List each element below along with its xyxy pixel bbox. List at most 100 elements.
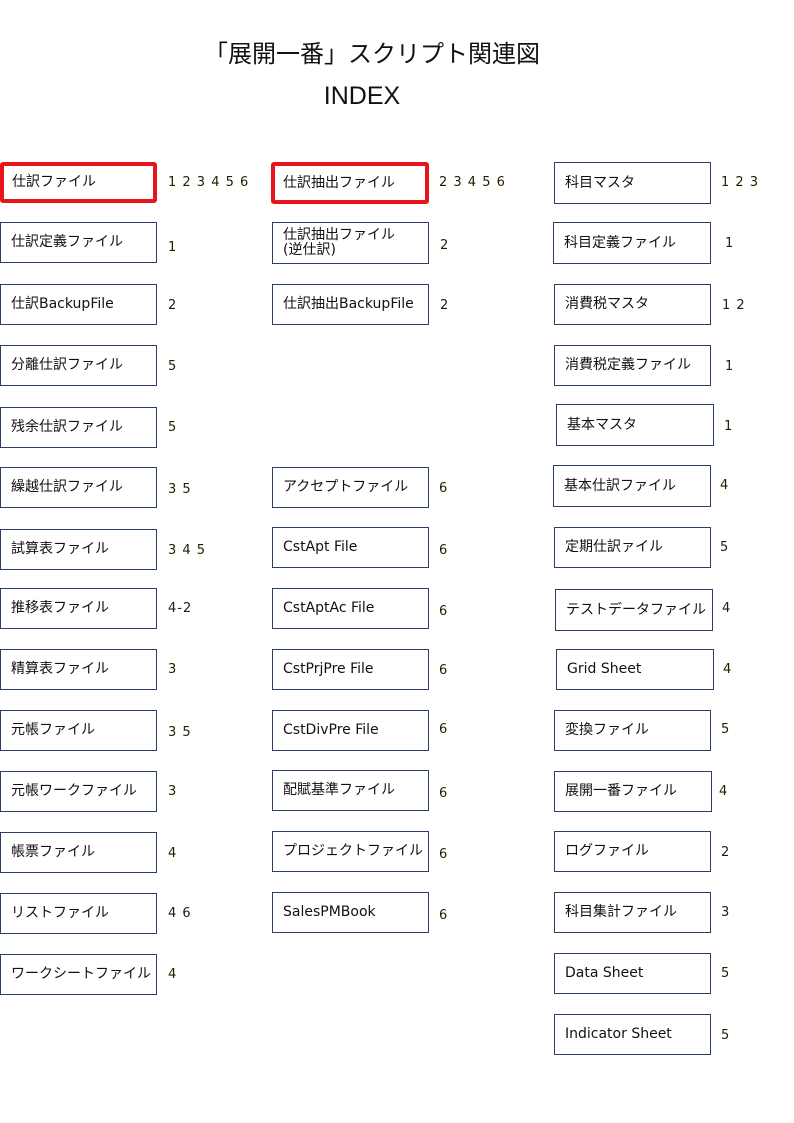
reference-numbers: 6 — [439, 847, 449, 862]
file-box[interactable]: 科目集計ファイル — [554, 892, 711, 933]
file-box[interactable]: 仕訳ファイル — [0, 162, 157, 203]
file-box[interactable]: 元帳ワークファイル — [0, 771, 157, 812]
page-title: 「展開一番」スクリプト関連図 — [204, 40, 540, 68]
reference-numbers: 2 — [440, 238, 450, 253]
file-box-label: CstAptAc File — [283, 600, 375, 617]
reference-numbers: 4 — [719, 784, 729, 799]
file-box[interactable]: 変換ファイル — [554, 710, 711, 751]
page-subtitle: INDEX — [323, 82, 401, 110]
file-box[interactable]: 試算表ファイル — [0, 529, 157, 570]
reference-numbers: 3 4 5 — [168, 543, 207, 558]
file-box[interactable]: アクセプトファイル — [272, 467, 429, 508]
file-box[interactable]: CstApt File — [272, 527, 429, 568]
file-box[interactable]: 精算表ファイル — [0, 649, 157, 690]
file-box[interactable]: 仕訳抽出BackupFile — [272, 284, 429, 325]
file-box[interactable]: Data Sheet — [554, 953, 711, 994]
file-box[interactable]: 推移表ファイル — [0, 588, 157, 629]
reference-numbers: 3 — [168, 784, 178, 799]
file-box-label: 展開一番ファイル — [565, 783, 677, 800]
file-box[interactable]: テストデータファイル — [555, 589, 713, 631]
file-box[interactable]: ワークシートファイル — [0, 954, 157, 995]
reference-numbers: 6 — [439, 481, 449, 496]
reference-numbers: 1 — [168, 240, 178, 255]
file-box[interactable]: 科目定義ファイル — [553, 222, 711, 264]
file-box[interactable]: 帳票ファイル — [0, 832, 157, 873]
file-box[interactable]: 配賦基準ファイル — [272, 770, 429, 811]
file-box-label: 変換ファイル — [565, 722, 649, 739]
file-box[interactable]: 仕訳抽出ファイル (逆仕訳) — [272, 222, 429, 264]
file-box[interactable]: ログファイル — [554, 831, 711, 872]
file-box[interactable]: 仕訳抽出ファイル — [271, 162, 429, 204]
file-box[interactable]: 基本マスタ — [556, 404, 714, 446]
file-box-label: 定期仕訳ァイル — [565, 539, 663, 556]
file-box[interactable]: 消費税定義ファイル — [554, 345, 711, 386]
reference-numbers: 4 — [722, 601, 732, 616]
reference-numbers: 1 2 3 4 5 6 — [168, 175, 250, 190]
reference-numbers: 2 3 4 5 6 — [439, 175, 506, 190]
file-box-label: CstPrjPre File — [283, 661, 374, 678]
file-box[interactable]: 繰越仕訳ファイル — [0, 467, 157, 508]
reference-numbers: 4 — [168, 967, 178, 982]
file-box-label: ログファイル — [565, 843, 649, 860]
file-box[interactable]: プロジェクトファイル — [272, 831, 429, 872]
file-box-label: プロジェクトファイル — [283, 843, 423, 860]
file-box-label: 配賦基準ファイル — [283, 782, 395, 799]
file-box-label: 仕訳抽出ファイル — [283, 174, 395, 191]
reference-numbers: 6 — [439, 786, 449, 801]
reference-numbers: 5 — [721, 966, 731, 981]
file-box[interactable]: 仕訳BackupFile — [0, 284, 157, 325]
reference-numbers: 3 — [168, 662, 178, 677]
file-box-label: 基本仕訳ファイル — [564, 477, 676, 494]
reference-numbers: 1 — [724, 419, 734, 434]
file-box-label: 基本マスタ — [567, 416, 637, 433]
reference-numbers: 5 — [721, 1028, 731, 1043]
reference-numbers: 4 — [168, 846, 178, 861]
file-box[interactable]: CstDivPre File — [272, 710, 429, 751]
file-box[interactable]: SalesPMBook — [272, 892, 429, 933]
file-box-label: 仕訳抽出BackupFile — [283, 296, 414, 313]
file-box[interactable]: 分離仕訳ファイル — [0, 345, 157, 386]
reference-numbers: 6 — [439, 604, 449, 619]
file-box[interactable]: リストファイル — [0, 893, 157, 934]
file-box-label: 分離仕訳ファイル — [11, 357, 123, 374]
file-box-label: リストファイル — [11, 905, 109, 922]
file-box[interactable]: 展開一番ファイル — [554, 771, 712, 812]
file-box[interactable]: 基本仕訳ファイル — [553, 465, 711, 507]
file-box-label: アクセプトファイル — [283, 479, 409, 496]
file-box-label: CstDivPre File — [283, 722, 379, 739]
file-box-label: 仕訳定義ファイル — [11, 234, 123, 251]
file-box-label: 仕訳BackupFile — [11, 296, 114, 313]
reference-numbers: 3 — [721, 905, 731, 920]
reference-numbers: 6 — [439, 543, 449, 558]
file-box[interactable]: Indicator Sheet — [554, 1014, 711, 1055]
reference-numbers: 5 — [168, 420, 178, 435]
file-box[interactable]: 元帳ファイル — [0, 710, 157, 751]
file-box-label: テストデータファイル — [566, 601, 706, 618]
reference-numbers: 5 — [720, 540, 730, 555]
file-box-label: 帳票ファイル — [11, 844, 95, 861]
reference-numbers: 3 5 — [168, 725, 192, 740]
file-box[interactable]: CstPrjPre File — [272, 649, 429, 690]
reference-numbers: 6 — [439, 663, 449, 678]
file-box[interactable]: 残余仕訳ファイル — [0, 407, 157, 448]
file-box-label: 消費税定義ファイル — [565, 357, 691, 374]
reference-numbers: 2 — [168, 298, 178, 313]
file-box-label: 科目集計ファイル — [565, 904, 677, 921]
file-box[interactable]: 科目マスタ — [554, 162, 711, 204]
file-box[interactable]: CstAptAc File — [272, 588, 429, 629]
file-box[interactable]: 消費税マスタ — [554, 284, 711, 325]
file-box-label: 科目定義ファイル — [564, 234, 676, 251]
file-box-label: Data Sheet — [565, 965, 644, 982]
reference-numbers: 6 — [439, 722, 449, 737]
file-box[interactable]: 定期仕訳ァイル — [554, 527, 711, 568]
reference-numbers: 1 — [725, 359, 735, 374]
reference-numbers: 1 2 — [722, 298, 746, 313]
file-box-label: 科目マスタ — [565, 174, 635, 191]
file-box-label: 試算表ファイル — [11, 541, 109, 558]
file-box-label: Indicator Sheet — [565, 1026, 672, 1043]
file-box-label: SalesPMBook — [283, 904, 376, 921]
file-box-label: 精算表ファイル — [11, 661, 109, 678]
file-box[interactable]: Grid Sheet — [556, 649, 714, 690]
file-box[interactable]: 仕訳定義ファイル — [0, 222, 157, 263]
reference-numbers: 3 5 — [168, 482, 192, 497]
